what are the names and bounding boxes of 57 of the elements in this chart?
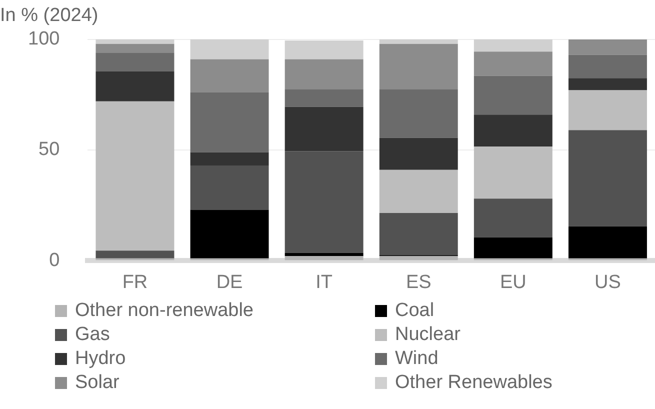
legend-label: Solar <box>75 372 120 394</box>
bar <box>568 54 647 78</box>
bar <box>190 210 269 258</box>
bar <box>284 151 364 253</box>
bar <box>474 237 552 258</box>
legend-label: Other non-renewable <box>75 300 254 322</box>
bar <box>568 39 647 55</box>
bar <box>474 114 552 147</box>
legend-label: Gas <box>75 324 110 346</box>
legend-label: Other Renewables <box>395 372 552 394</box>
bar <box>568 90 647 130</box>
x-tick-label: US <box>594 272 621 294</box>
bar <box>379 213 458 256</box>
x-tick-label: DE <box>216 272 243 294</box>
legend-label: Wind <box>395 348 438 370</box>
y-tick-label: 50 <box>38 139 60 160</box>
bar <box>379 39 458 44</box>
bar <box>284 256 364 260</box>
x-tick-label: EU <box>500 272 526 294</box>
bar <box>284 252 364 256</box>
legend-label: Nuclear <box>395 324 460 346</box>
legend-label: Coal <box>395 300 434 322</box>
bar <box>379 138 458 170</box>
bar <box>474 146 552 199</box>
bar <box>284 40 364 60</box>
y-tick-label: 0 <box>49 250 60 271</box>
bar <box>379 170 458 214</box>
bar <box>96 250 174 258</box>
bar <box>96 52 174 72</box>
bar <box>190 59 269 92</box>
bar <box>568 130 647 226</box>
bar <box>474 198 552 238</box>
legend-label: Hydro <box>75 348 126 370</box>
bar <box>379 44 458 90</box>
bar <box>284 59 364 90</box>
bar <box>284 89 364 107</box>
bar <box>96 71 174 102</box>
bar <box>568 78 647 90</box>
bar <box>190 39 269 60</box>
bar <box>474 76 552 115</box>
bar <box>190 152 269 166</box>
bar <box>284 106 364 152</box>
y-axis-title: In % (2024) <box>0 5 98 26</box>
x-tick-label: IT <box>316 272 333 294</box>
bar <box>96 101 174 251</box>
x-tick-label: ES <box>406 272 432 294</box>
bar <box>96 44 174 53</box>
bar <box>190 92 269 152</box>
bar <box>568 226 647 258</box>
bar <box>379 89 458 138</box>
y-tick-label: 100 <box>28 28 60 50</box>
bar <box>474 52 552 76</box>
bar <box>474 39 552 52</box>
bar <box>379 256 458 260</box>
bar <box>190 165 269 210</box>
bar <box>96 39 174 44</box>
x-tick-label: FR <box>122 272 148 294</box>
